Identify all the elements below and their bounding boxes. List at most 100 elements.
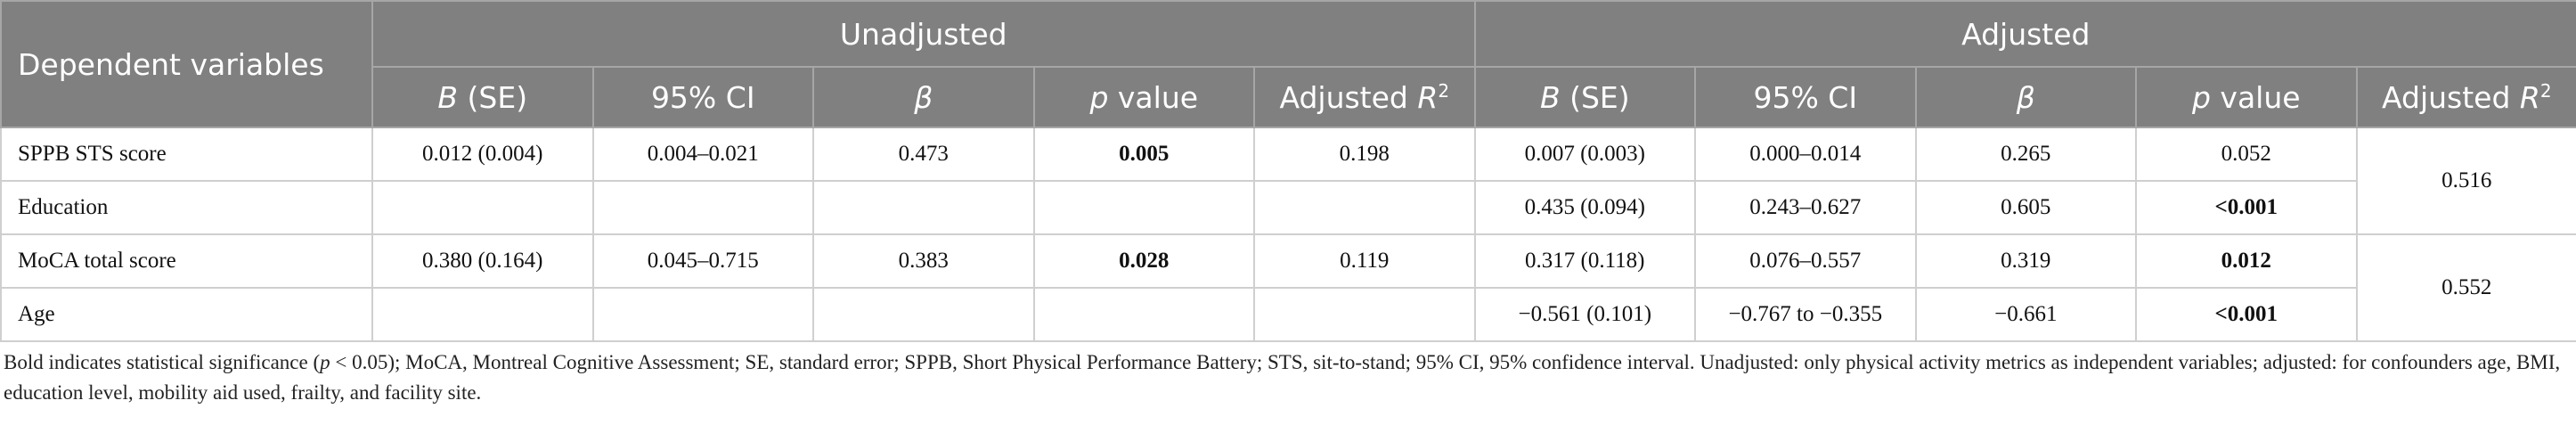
column-header: 95% CI bbox=[591, 66, 814, 128]
text-run: < 0.05); MoCA, Montreal Cognitive Assess… bbox=[4, 351, 2561, 404]
data-row: Education 0.435 (0.094) 0.243–0.627 0.605 <0… bbox=[0, 180, 2576, 235]
data-cell: 0.383 bbox=[812, 233, 1035, 289]
data-cell: −0.767 to −0.355 bbox=[1694, 287, 1917, 342]
cell-text: 0.243–0.627 bbox=[1749, 195, 1862, 219]
text-run: value bbox=[1108, 79, 1199, 115]
data-cell: 0.000–0.014 bbox=[1694, 127, 1917, 182]
data-cell bbox=[591, 180, 814, 235]
column-header: p value bbox=[1032, 66, 1255, 128]
column-header: Adjusted R2 bbox=[2355, 66, 2576, 128]
cell-text: 0.198 bbox=[1339, 142, 1390, 166]
data-cell: −0.561 (0.101) bbox=[1473, 287, 1697, 342]
column-header: B (SE) bbox=[371, 66, 594, 128]
row-label: Age bbox=[0, 287, 373, 342]
text-run: Adjusted bbox=[1279, 79, 1418, 115]
data-cell bbox=[812, 180, 1035, 235]
row-label: MoCA total score bbox=[0, 233, 373, 289]
group-header: Adjusted bbox=[1473, 0, 2576, 68]
cell-text: 0.435 (0.094) bbox=[1524, 195, 1645, 219]
row-label: Education bbox=[0, 180, 373, 235]
cell-text: 0.473 bbox=[898, 142, 949, 166]
data-cell: 0.028 bbox=[1032, 233, 1255, 289]
data-cell bbox=[1032, 287, 1255, 342]
data-cell: 0.380 (0.164) bbox=[371, 233, 594, 289]
cell-text: 0.076–0.557 bbox=[1749, 249, 1862, 273]
text-run: p bbox=[320, 351, 330, 373]
row-label: SPPB STS score bbox=[0, 127, 373, 182]
cell-text: 0.005 bbox=[1119, 142, 1170, 166]
cell-text: <0.001 bbox=[2214, 302, 2278, 326]
data-cell: 0.265 bbox=[1914, 127, 2138, 182]
group-header: Unadjusted bbox=[371, 0, 1476, 68]
text-run: B bbox=[1539, 79, 1561, 115]
data-cell bbox=[1253, 180, 1476, 235]
data-cell bbox=[1032, 180, 1255, 235]
cell-text: 0.045–0.715 bbox=[647, 249, 759, 273]
text-run: β bbox=[914, 79, 933, 115]
text-run: 95% CI bbox=[650, 79, 755, 115]
text-run: Bold indicates statistical significance … bbox=[4, 351, 321, 373]
stub-header: Dependent variables bbox=[0, 0, 373, 128]
data-cell: 0.007 (0.003) bbox=[1473, 127, 1697, 182]
data-cell: <0.001 bbox=[2135, 180, 2358, 235]
data-row: MoCA total score 0.380 (0.164) 0.045–0.715… bbox=[0, 233, 2576, 342]
cell-text: 0.004–0.021 bbox=[647, 142, 759, 166]
text-run: Adjusted bbox=[2382, 79, 2520, 115]
column-header: Adjusted R2 bbox=[1253, 66, 1476, 128]
header-row: Dependent variables Unadjusted Adjusted bbox=[0, 0, 2576, 128]
column-header: p value bbox=[2135, 66, 2358, 128]
data-cell: <0.001 bbox=[2135, 287, 2358, 342]
text-run: (SE) bbox=[458, 79, 528, 115]
data-cell: 0.516 bbox=[2355, 127, 2576, 235]
cell-text: −0.767 to −0.355 bbox=[1728, 302, 1883, 326]
data-cell: −0.661 bbox=[1914, 287, 2138, 342]
text-run: β bbox=[2016, 79, 2035, 115]
data-row: SPPB STS score 0.012 (0.004) 0.004–0.021 0.… bbox=[0, 127, 2576, 235]
column-header: β bbox=[1914, 66, 2138, 128]
column-header: B (SE) bbox=[1473, 66, 1697, 128]
cell-text: −0.661 bbox=[1994, 302, 2058, 326]
data-cell: 0.076–0.557 bbox=[1694, 233, 1917, 289]
cell-text: 0.052 bbox=[2221, 142, 2271, 166]
data-cell: 0.045–0.715 bbox=[591, 233, 814, 289]
cell-text: 0.000–0.014 bbox=[1749, 142, 1862, 166]
data-cell: 0.473 bbox=[812, 127, 1035, 182]
data-cell: 0.004–0.021 bbox=[591, 127, 814, 182]
text-run: R bbox=[2519, 79, 2540, 115]
text-run: 2 bbox=[2539, 79, 2552, 102]
text-run: value bbox=[2210, 79, 2301, 115]
cell-text: 0.012 (0.004) bbox=[422, 142, 543, 166]
text-run: B bbox=[437, 79, 459, 115]
text-run: R bbox=[1417, 79, 1439, 115]
data-cell: 0.005 bbox=[1032, 127, 1255, 182]
cell-text: 0.012 bbox=[2221, 249, 2271, 273]
data-cell: 0.198 bbox=[1253, 127, 1476, 182]
subheader-row: B (SE) 95% CI β p value Adjusted R2 B (SE) 95%… bbox=[1, 66, 2576, 128]
data-cell: 0.052 bbox=[2135, 127, 2358, 182]
cell-text: 0.383 bbox=[898, 249, 949, 273]
cell-text: <0.001 bbox=[2214, 195, 2278, 219]
text-run: 95% CI bbox=[1753, 79, 1858, 115]
data-cell: 0.319 bbox=[1914, 233, 2138, 289]
data-cell: 0.012 bbox=[2135, 233, 2358, 289]
data-row: Age −0.561 (0.101) −0.767 to −0.355 −0.661 <… bbox=[0, 287, 2576, 342]
data-cell: 0.243–0.627 bbox=[1694, 180, 1917, 235]
cell-text: 0.605 bbox=[2001, 195, 2051, 219]
data-cell: 0.605 bbox=[1914, 180, 2138, 235]
results-table: Dependent variables Unadjusted Adjusted … bbox=[0, 0, 2576, 342]
cell-text: 0.319 bbox=[2001, 249, 2051, 273]
cell-text: 0.007 (0.003) bbox=[1524, 142, 1645, 166]
data-cell: 0.317 (0.118) bbox=[1473, 233, 1697, 289]
column-header: 95% CI bbox=[1694, 66, 1917, 128]
text-run: 2 bbox=[1438, 79, 1450, 102]
text-run: p bbox=[2191, 79, 2211, 115]
cell-text: 0.552 bbox=[2441, 275, 2492, 299]
cell-text: 0.516 bbox=[2441, 168, 2492, 192]
column-header: β bbox=[812, 66, 1035, 128]
data-cell bbox=[812, 287, 1035, 342]
data-cell: 0.435 (0.094) bbox=[1473, 180, 1697, 235]
data-cell: 0.552 bbox=[2355, 233, 2576, 342]
data-cell: 0.012 (0.004) bbox=[371, 127, 594, 182]
data-cell bbox=[371, 287, 594, 342]
cell-text: 0.265 bbox=[2001, 142, 2051, 166]
